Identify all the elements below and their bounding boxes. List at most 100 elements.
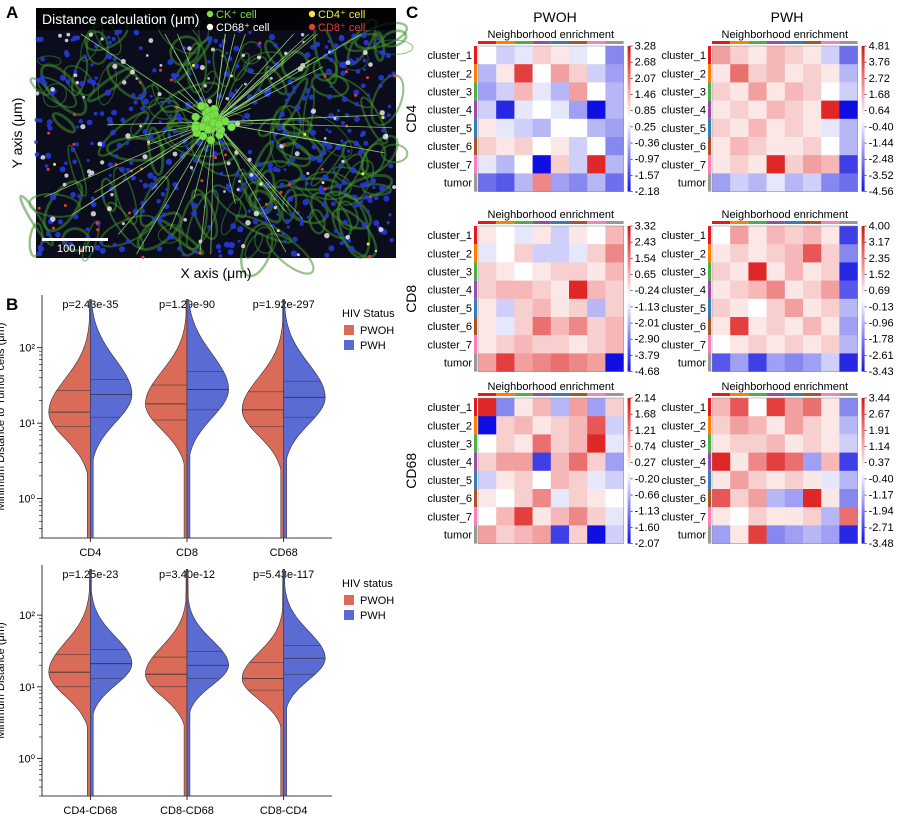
colorbar-tick-label: 2.72 — [869, 73, 890, 85]
heatmap-cell — [748, 470, 767, 490]
nucleus — [386, 220, 390, 225]
row-color-strip — [708, 155, 711, 174]
column-color-strip — [748, 393, 767, 396]
nucleus — [191, 168, 194, 172]
nucleus — [328, 245, 335, 252]
heatmap-cell — [550, 489, 570, 508]
heatmap-cell — [803, 155, 822, 174]
distance-ray — [136, 121, 215, 255]
nucleus — [363, 140, 369, 146]
heatmap-cell — [839, 155, 858, 174]
column-color-strip — [748, 41, 767, 44]
cd68-cell-mark — [50, 216, 56, 222]
nucleus — [304, 88, 311, 94]
cd68-cell-mark — [245, 219, 251, 226]
colorbar-tick-label: -3.48 — [869, 538, 894, 550]
nucleus — [116, 142, 123, 148]
column-color-strip — [766, 221, 785, 224]
heatmap-cell — [605, 507, 624, 526]
row-color-strip — [474, 46, 477, 65]
nucleus — [327, 39, 331, 44]
heatmap-cell — [514, 489, 533, 508]
colorbar-tick-label: -1.17 — [869, 490, 894, 502]
cd4-cell-mark — [361, 172, 365, 176]
row-label: cluster_2 — [661, 68, 706, 80]
heatmap-cell — [478, 137, 497, 156]
heatmap-cell — [748, 244, 767, 263]
cd8-cell-mark — [213, 156, 217, 160]
heatmap-cell — [839, 118, 858, 138]
nucleus — [110, 129, 116, 136]
heatmap-cell — [569, 298, 588, 318]
heatmap-cell — [532, 82, 552, 101]
heatmap-cell — [784, 298, 804, 318]
cd68-cell-mark — [189, 166, 194, 170]
y-axis-label: Minimum Distance to Tumor cells (μm) — [0, 323, 7, 511]
heatmap-cell — [514, 244, 533, 263]
heatmap-cell — [748, 280, 767, 300]
heatmap-cell — [730, 173, 749, 192]
heatmap-cell — [766, 280, 786, 300]
heatmap-cell — [605, 155, 624, 174]
nucleus — [284, 98, 290, 103]
column-color-strip — [514, 41, 533, 44]
heatmap-cell — [821, 64, 840, 83]
violin-pwh-cd8 — [186, 299, 229, 539]
tissue-strand — [338, 159, 374, 206]
nucleus — [190, 202, 195, 207]
tissue-strand — [274, 179, 314, 223]
heatmap-cell — [605, 46, 624, 65]
nucleus — [328, 57, 334, 63]
row-label: cluster_2 — [427, 420, 472, 432]
nucleus — [294, 104, 301, 111]
heatmap-cell — [478, 280, 497, 300]
legend-swatch-pwoh — [344, 325, 354, 335]
heatmap-cell — [496, 262, 515, 281]
heatmap-cell — [478, 226, 497, 245]
heatmap-cell — [784, 64, 804, 83]
cd68-cell-mark — [62, 182, 67, 187]
y-axis-label: Minimum Distance (μm) — [0, 622, 7, 738]
nucleus — [279, 111, 285, 118]
nucleus — [179, 152, 186, 159]
heatmap-cell — [496, 100, 515, 120]
nucleus — [363, 39, 369, 46]
row-color-strip — [708, 46, 711, 65]
colorbar-tick-label: 2.68 — [635, 57, 656, 69]
heatmap-cell — [532, 118, 552, 138]
heatmap-cell — [569, 137, 588, 156]
nucleus — [157, 217, 163, 224]
heatmap-cell — [496, 226, 515, 245]
heatmap-cell — [803, 398, 822, 417]
heatmap-cell — [784, 244, 804, 263]
nucleus — [230, 223, 237, 230]
violin-pwoh-cd4-cd68 — [48, 568, 91, 797]
cd8-cell-mark — [344, 70, 348, 74]
row-color-strip — [708, 452, 711, 471]
colorbar-tick-label: 3.32 — [635, 221, 656, 233]
heatmap-cell — [821, 155, 840, 174]
nucleus — [250, 68, 254, 73]
column-color-strip — [514, 221, 533, 224]
nucleus — [96, 82, 100, 86]
x-tick-label: CD8 — [176, 547, 198, 559]
cd8-cell-mark — [369, 195, 373, 199]
cd4-cell-mark — [191, 63, 195, 67]
heatmap-cell — [514, 64, 533, 83]
row-color-strip — [474, 137, 477, 156]
cd68-cell-mark — [384, 133, 389, 138]
heatmap-cell — [569, 226, 588, 245]
column-color-strip — [514, 393, 533, 396]
row-color-strip — [474, 398, 477, 417]
violin-pwh-cd68 — [283, 299, 326, 539]
tissue-strand — [51, 111, 77, 134]
heatmap-cell — [532, 100, 552, 120]
colorbar — [861, 46, 865, 192]
nucleus — [142, 98, 149, 105]
nucleus — [301, 95, 307, 101]
nucleus — [378, 83, 383, 89]
heatmap-cell — [803, 317, 822, 336]
nucleus — [373, 220, 380, 227]
row-color-strip — [708, 244, 711, 263]
heatmap-cell — [712, 317, 731, 336]
